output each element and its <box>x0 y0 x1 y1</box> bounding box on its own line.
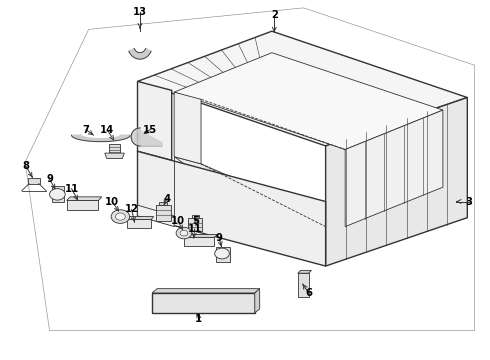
Polygon shape <box>298 270 312 273</box>
Text: 7: 7 <box>83 125 90 135</box>
Polygon shape <box>174 53 443 149</box>
Polygon shape <box>152 289 260 293</box>
Polygon shape <box>72 135 130 141</box>
Text: 10: 10 <box>105 197 119 207</box>
Text: 4: 4 <box>163 194 171 204</box>
Circle shape <box>49 189 65 200</box>
Polygon shape <box>138 151 326 266</box>
Polygon shape <box>216 247 230 262</box>
Text: 15: 15 <box>143 125 157 135</box>
Polygon shape <box>127 220 151 228</box>
Text: 9: 9 <box>216 233 222 243</box>
Polygon shape <box>127 217 154 220</box>
Text: 3: 3 <box>466 197 472 207</box>
Polygon shape <box>255 289 260 313</box>
Polygon shape <box>174 157 345 266</box>
Polygon shape <box>51 186 64 202</box>
Text: 10: 10 <box>171 216 185 226</box>
Polygon shape <box>326 98 467 266</box>
Text: 14: 14 <box>100 125 114 135</box>
Text: 12: 12 <box>124 204 139 215</box>
Circle shape <box>180 230 188 236</box>
Text: 8: 8 <box>23 161 29 171</box>
Polygon shape <box>138 31 467 146</box>
Polygon shape <box>131 128 162 146</box>
Polygon shape <box>28 178 40 184</box>
Polygon shape <box>298 273 309 297</box>
Polygon shape <box>138 205 174 226</box>
Polygon shape <box>152 293 255 313</box>
Polygon shape <box>67 197 102 201</box>
Text: 9: 9 <box>46 174 53 184</box>
Polygon shape <box>192 215 198 219</box>
Polygon shape <box>184 237 214 246</box>
Polygon shape <box>138 81 172 160</box>
Circle shape <box>116 213 125 220</box>
Text: 1: 1 <box>195 314 202 324</box>
Circle shape <box>215 248 229 259</box>
Text: 6: 6 <box>305 288 312 298</box>
Polygon shape <box>184 234 218 237</box>
Polygon shape <box>67 201 98 211</box>
Circle shape <box>111 210 130 224</box>
Polygon shape <box>174 92 201 164</box>
Polygon shape <box>188 219 202 231</box>
Polygon shape <box>156 205 171 221</box>
Polygon shape <box>109 144 121 153</box>
Polygon shape <box>105 153 124 158</box>
Text: 13: 13 <box>133 7 147 17</box>
Text: 11: 11 <box>64 184 79 194</box>
Polygon shape <box>345 110 443 226</box>
Text: 5: 5 <box>193 216 199 226</box>
Circle shape <box>176 227 192 239</box>
Text: 2: 2 <box>271 10 278 20</box>
Text: 11: 11 <box>188 224 202 234</box>
Polygon shape <box>159 202 167 205</box>
Polygon shape <box>129 49 151 59</box>
